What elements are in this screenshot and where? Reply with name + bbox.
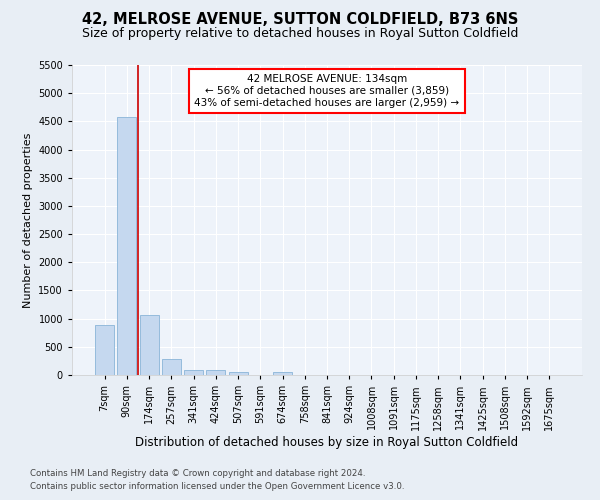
Bar [206,370,225,375]
Text: Size of property relative to detached houses in Royal Sutton Coldfield: Size of property relative to detached ho… [82,28,518,40]
Bar [118,117,136,375]
Text: 42, MELROSE AVENUE, SUTTON COLDFIELD, B73 6NS: 42, MELROSE AVENUE, SUTTON COLDFIELD, B7… [82,12,518,28]
Text: Contains public sector information licensed under the Open Government Licence v3: Contains public sector information licen… [30,482,404,491]
X-axis label: Distribution of detached houses by size in Royal Sutton Coldfield: Distribution of detached houses by size … [136,436,518,450]
Text: 42 MELROSE AVENUE: 134sqm
← 56% of detached houses are smaller (3,859)
43% of se: 42 MELROSE AVENUE: 134sqm ← 56% of detac… [194,74,460,108]
Y-axis label: Number of detached properties: Number of detached properties [23,132,32,308]
Bar [140,316,158,375]
Bar [229,372,248,375]
Bar [184,370,203,375]
Text: Contains HM Land Registry data © Crown copyright and database right 2024.: Contains HM Land Registry data © Crown c… [30,468,365,477]
Bar [162,358,181,375]
Bar [95,326,114,375]
Bar [273,372,292,375]
